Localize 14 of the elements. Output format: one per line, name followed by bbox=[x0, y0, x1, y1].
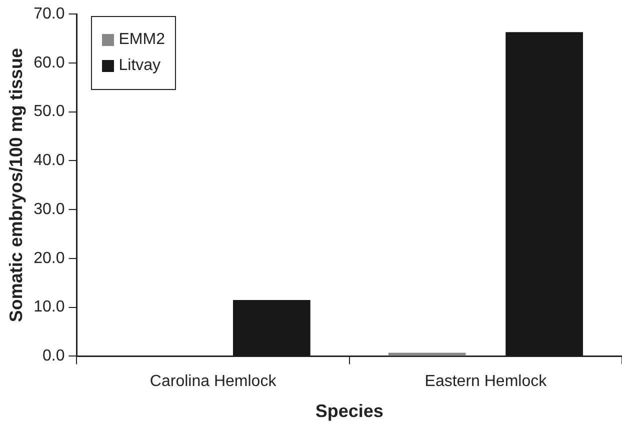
x-axis-title: Species bbox=[315, 401, 384, 422]
y-tick-label: 70.0 bbox=[34, 5, 65, 22]
y-axis-title: Somatic embryos/100 mg tissue bbox=[6, 48, 26, 322]
y-tick-label: 30.0 bbox=[34, 200, 65, 218]
y-tick-label: 50.0 bbox=[34, 103, 65, 120]
y-tick-label: 0.0 bbox=[42, 348, 65, 365]
x-tick-label: Eastern Hemlock bbox=[424, 373, 548, 390]
x-tick-label: Carolina Hemlock bbox=[150, 373, 278, 390]
legend-label: EMM2 bbox=[118, 31, 165, 49]
y-tick-label: 40.0 bbox=[34, 152, 65, 170]
y-tick-label: 20.0 bbox=[34, 250, 65, 267]
y-tick-label: 10.0 bbox=[34, 298, 65, 316]
legend-label: Litvay bbox=[118, 57, 161, 75]
y-tick-label: 60.0 bbox=[34, 54, 65, 72]
